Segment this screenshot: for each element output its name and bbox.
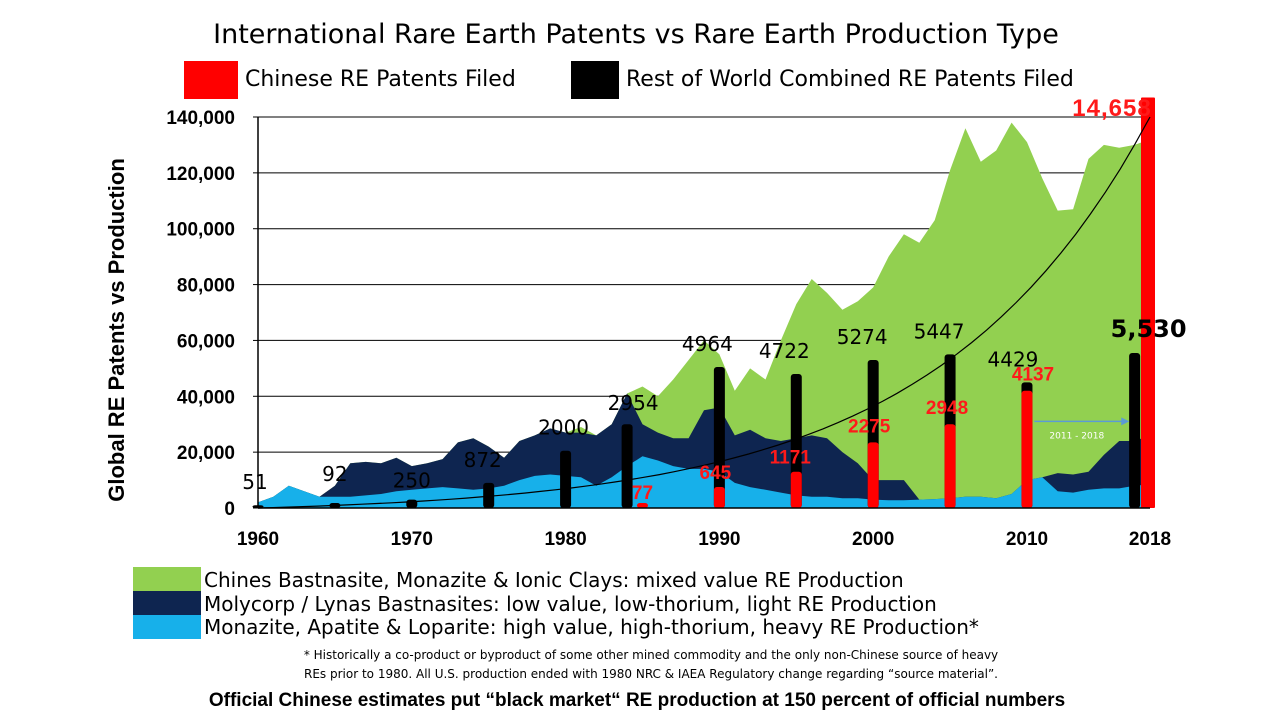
legend-label-chinese: Chinese RE Patents Filed <box>245 67 516 92</box>
area-chinese-production <box>258 122 1150 508</box>
bar-chinese-1990 <box>713 487 725 508</box>
row-bar-label-2000: 5274 <box>837 325 888 349</box>
legend-label-row: Rest of World Combined RE Patents Filed <box>626 67 1074 92</box>
bar-labels: 51 92 250 872 2000 2954 4964 4722 5274 5447 4429 5,… <box>242 95 1186 504</box>
chinese-bar-label-1990: 645 <box>700 463 732 484</box>
y-tick-label-7: 140,000 <box>166 108 235 129</box>
x-tick-label-3: 1990 <box>698 529 740 550</box>
legend-swatch-row <box>571 61 619 99</box>
production-areas <box>258 122 1150 508</box>
area-label-molycorp: Molycorp / Lynas Bastnasites: low value,… <box>204 592 937 616</box>
bar-row-1984 <box>621 424 633 508</box>
x-tick-label-2: 1980 <box>544 529 586 550</box>
bar-row-2017 <box>1129 352 1141 508</box>
trend-line <box>257 116 1151 509</box>
chinese-bar-label-1995: 1171 <box>770 448 812 469</box>
legend-swatch-chinese <box>184 61 238 99</box>
bar-chinese-2000 <box>867 442 879 508</box>
area-legend: Chines Bastnasite, Monazite & Ionic Clay… <box>133 567 979 639</box>
bar-row-1980 <box>560 450 572 508</box>
bar-row-1975 <box>483 482 495 508</box>
annotation: 2011 - 2018 <box>1034 417 1130 441</box>
footnote-line-1: * Historically a co-product or byproduct… <box>304 648 998 662</box>
bar-chinese-2005 <box>944 424 956 508</box>
area-molycorp-production <box>258 393 1150 508</box>
x-tick-label-1: 1970 <box>391 529 433 550</box>
chinese-bar-label-2010: 4137 <box>1012 365 1054 386</box>
area-label-monazite: Monazite, Apatite & Loparite: high value… <box>204 615 979 639</box>
y-tick-label-4: 80,000 <box>177 276 235 297</box>
chinese-bar-label-2000: 2275 <box>848 416 891 437</box>
x-tick-label-0: 1960 <box>237 529 279 550</box>
chart-title: International Rare Earth Patents vs Rare… <box>213 19 1059 50</box>
row-bar-label-2017: 5,530 <box>1111 315 1187 343</box>
trend-curve <box>257 116 1151 509</box>
y-tick-label-6: 120,000 <box>166 164 235 185</box>
row-bar-label-1995: 4722 <box>759 339 810 363</box>
x-tick-label-6: 2018 <box>1129 529 1171 550</box>
annotation-label: 2011 - 2018 <box>1049 431 1104 441</box>
y-tick-label-0: 0 <box>224 499 235 520</box>
bottom-statement: Official Chinese estimates put “black ma… <box>209 690 1065 711</box>
bar-chinese-1995 <box>790 471 802 508</box>
y-tick-label-1: 20,000 <box>177 443 235 464</box>
area-swatch-chinese <box>133 567 201 591</box>
x-tick-label-5: 2010 <box>1006 529 1048 550</box>
row-bar-label-1975: 872 <box>464 448 502 472</box>
y-tick-label-3: 60,000 <box>177 331 235 352</box>
row-bar-label-1965: 92 <box>322 462 347 486</box>
row-bar-label-1960: 51 <box>242 470 267 494</box>
bar-chinese-1985 <box>636 502 648 508</box>
bar-chinese-2010 <box>1021 390 1033 508</box>
y-tick-label-2: 40,000 <box>177 387 235 408</box>
row-bar-label-2005: 5447 <box>914 319 965 343</box>
footnote-line-2: REs prior to 1980. All U.S. production e… <box>304 667 998 681</box>
chinese-bar-label-2005: 2948 <box>926 398 968 419</box>
area-swatch-molycorp <box>133 591 201 615</box>
area-monazite-production <box>258 456 1150 508</box>
row-bar-label-1984: 2954 <box>608 391 659 415</box>
row-bar-label-1970: 250 <box>393 469 431 493</box>
row-bar-label-1980: 2000 <box>538 416 589 440</box>
chinese-bar-label-1985: 77 <box>632 483 653 504</box>
annotation-arrow-head <box>1121 417 1130 426</box>
bar-row-1990 <box>713 366 725 508</box>
y-axis-label: Global RE Patents vs Production <box>104 158 129 502</box>
y-tick-label-5: 100,000 <box>166 220 235 241</box>
x-tick-label-4: 2000 <box>852 529 894 550</box>
area-swatch-monazite <box>133 615 201 639</box>
row-bar-label-1990: 4964 <box>682 332 733 356</box>
row-bar-label-2010: 4429 <box>988 347 1039 371</box>
bar-legend: Chinese RE Patents Filed Rest of World C… <box>184 61 1074 99</box>
chinese-bar-label-2018: 14,658 <box>1072 95 1151 122</box>
axes: 0 20,000 40,000 60,000 80,000 100,000 120,000 1… <box>166 108 1171 550</box>
area-label-chinese: Chines Bastnasite, Monazite & Ionic Clay… <box>204 568 904 592</box>
bar-chinese-2018 <box>1141 97 1155 508</box>
